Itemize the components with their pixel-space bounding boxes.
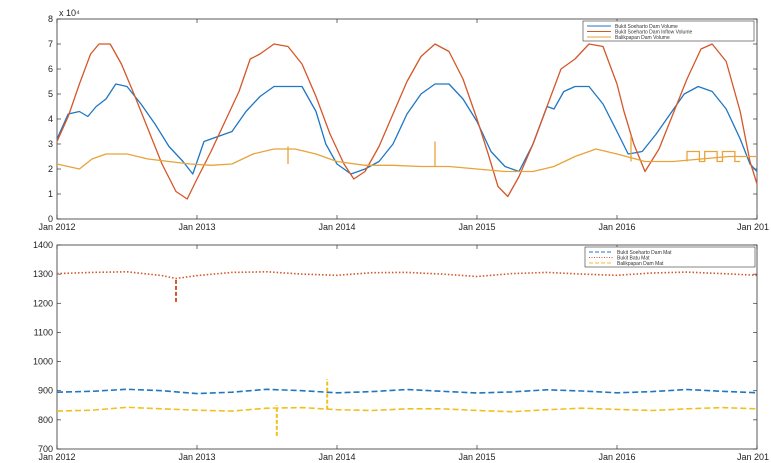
y-tick-label: 1200: [33, 298, 53, 308]
chart-level-panel: 700 800 900 1000 1100 1200 1300 1400 Jan 2012 Jan…: [33, 240, 769, 462]
x-tick-label: Jan 2015: [458, 222, 495, 232]
y-tick-label: 1100: [34, 327, 53, 337]
series-line: [56, 148, 757, 173]
series-line: [56, 83, 758, 175]
series-1: [56, 271, 758, 302]
x-tick-label: Jan 2013: [178, 222, 215, 232]
x-tick-label: Jan 2012: [38, 452, 75, 462]
y-tick-label: 2: [48, 164, 53, 174]
y-tick-label: 1: [48, 189, 53, 199]
series-0: [56, 83, 758, 175]
series-line: [56, 271, 758, 280]
legend-entry: Bukit Soeharto Dam Inflow Volume: [615, 29, 692, 35]
series-2: [56, 136, 757, 173]
x-tick-label: Jan 2016: [598, 452, 635, 462]
y-tick-label: 6: [48, 64, 53, 74]
x-tick-label: Jan 2015: [458, 452, 495, 462]
series-line: [56, 43, 758, 200]
y-tick-label: 5: [48, 89, 53, 99]
y-tick-label: 0: [48, 214, 53, 224]
y-tick-label: 3: [48, 139, 53, 149]
y-tick-label: 1400: [33, 240, 53, 250]
plot-area: [56, 18, 758, 220]
x-tick-label: Jan 2016: [598, 222, 635, 232]
series-2: [56, 379, 758, 436]
legend-entry: Bukit Batu Mat: [617, 255, 650, 261]
legend-entry: Bukit Soeharto Dam Volume: [615, 24, 678, 30]
x-tick-label: Jan 2014: [318, 222, 355, 232]
y-tick-label: 1300: [33, 269, 53, 279]
plot-area: [56, 244, 758, 450]
legend-box: [584, 246, 756, 268]
legend-entry: Balikpapan Dam Mat: [617, 261, 664, 267]
chart-volume-panel: 0 1 2 3 4 5 6 7 8 Jan 2012 Jan 2013 Jan 2014 Jan 201…: [38, 8, 769, 232]
series-1: [56, 43, 758, 200]
y-tick-label: 1000: [33, 357, 53, 367]
y-tick-label: 700: [38, 444, 53, 454]
x-tick-label: Jan 2014: [318, 452, 355, 462]
series-step: [686, 150, 741, 163]
y-tick-label: 4: [48, 114, 53, 124]
x-tick-label: Jan 201: [737, 222, 769, 232]
y-tick-label: 7: [48, 39, 53, 49]
x-tick-label: Jan 2013: [178, 452, 215, 462]
y-tick-label: 900: [38, 386, 53, 396]
x-tick-label: Jan 2012: [38, 222, 75, 232]
x-tick-label: Jan 201: [737, 452, 769, 462]
y-tick-label: 800: [38, 415, 53, 425]
y-axis-exponent-label: x 10⁴: [59, 8, 80, 18]
y-tick-label: 8: [48, 14, 53, 24]
legend-entry: Balikpapan Dam Volume: [615, 35, 670, 41]
legend-box: [582, 20, 755, 42]
legend-entry: Bukit Soeharto Dam Mat: [617, 250, 672, 256]
